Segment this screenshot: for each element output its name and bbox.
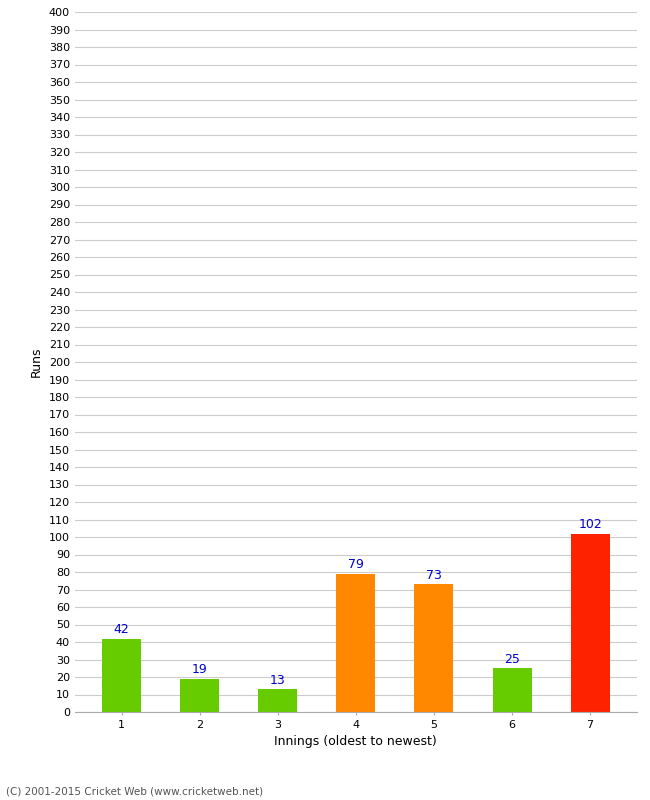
Text: 42: 42 — [114, 623, 129, 636]
Text: 73: 73 — [426, 569, 442, 582]
Text: 25: 25 — [504, 653, 520, 666]
Bar — [180, 678, 219, 712]
Text: 19: 19 — [192, 663, 207, 676]
Bar — [258, 690, 297, 712]
Bar — [571, 534, 610, 712]
Text: 79: 79 — [348, 558, 364, 571]
Bar — [493, 668, 532, 712]
Y-axis label: Runs: Runs — [30, 346, 43, 378]
Text: 102: 102 — [578, 518, 602, 531]
Bar — [336, 574, 376, 712]
Text: 13: 13 — [270, 674, 285, 686]
Bar — [415, 584, 454, 712]
Text: (C) 2001-2015 Cricket Web (www.cricketweb.net): (C) 2001-2015 Cricket Web (www.cricketwe… — [6, 786, 264, 796]
X-axis label: Innings (oldest to newest): Innings (oldest to newest) — [274, 735, 437, 748]
Bar — [102, 638, 141, 712]
